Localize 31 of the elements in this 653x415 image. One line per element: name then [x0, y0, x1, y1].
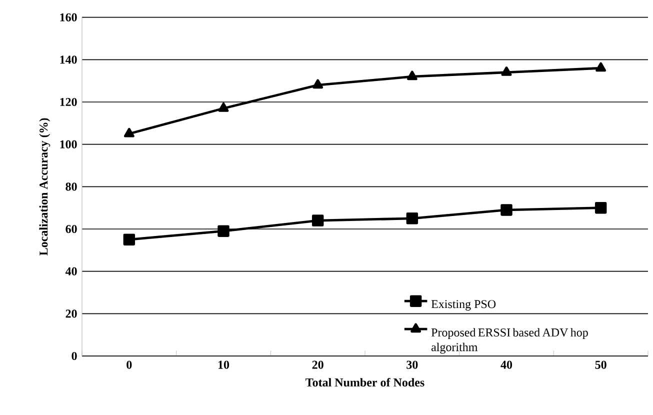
x-tick-label: 20	[312, 360, 324, 369]
x-tick-label: 50	[595, 360, 606, 369]
point	[406, 212, 418, 224]
point	[312, 79, 324, 89]
y-tick-label: 100	[60, 140, 77, 148]
x-tick-label: 10	[218, 360, 230, 369]
y-tick-label: 20	[66, 310, 77, 318]
legend-label: Existing PSO	[431, 300, 496, 311]
y-tick-label: 120	[60, 98, 77, 106]
y-tick-label: 40	[65, 267, 77, 276]
point	[501, 66, 512, 76]
point	[312, 214, 324, 226]
point	[124, 128, 134, 138]
y-tick-label: 80	[66, 182, 77, 191]
y-tick-label: 140	[60, 56, 77, 64]
point	[218, 225, 230, 237]
y-tick-label: 0	[72, 352, 77, 360]
y-axis-title: Localization Accuracy (%)	[39, 118, 50, 256]
x-tick-label: 40	[500, 360, 512, 369]
point	[123, 234, 136, 246]
point	[596, 62, 606, 72]
legend-label: Proposed ERSSI based ADV hop algorithm	[431, 328, 588, 354]
point	[500, 204, 512, 216]
x-tick-label: 30	[406, 360, 418, 369]
point	[406, 70, 418, 80]
point	[594, 202, 607, 214]
point	[218, 102, 229, 112]
x-axis-title: Total Number of Nodes	[306, 378, 424, 387]
y-tick-label: 160	[60, 13, 77, 22]
x-tick-label: 0	[126, 360, 132, 369]
y-tick-label: 60	[66, 224, 77, 234]
